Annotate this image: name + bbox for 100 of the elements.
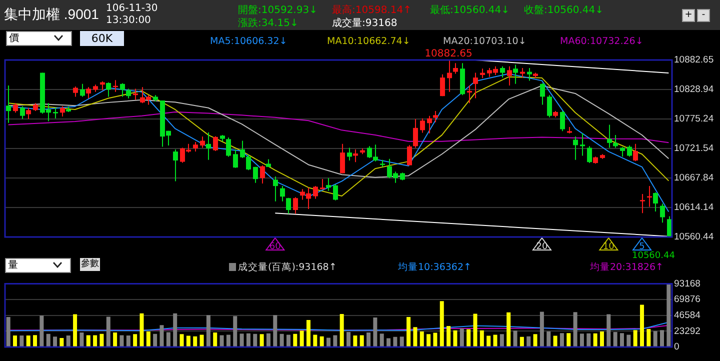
bar <box>580 334 584 346</box>
bar <box>200 334 204 346</box>
y-tick-label: 69876 <box>674 294 700 306</box>
bar <box>166 332 170 346</box>
bar <box>613 332 618 346</box>
bar <box>386 338 391 346</box>
text: 均量10:36362↑ <box>398 261 472 274</box>
bar <box>520 336 524 346</box>
candlestick <box>200 136 205 148</box>
text: 成交量:93168 <box>332 16 398 30</box>
candlestick <box>26 107 31 120</box>
bar <box>186 336 190 346</box>
legend-label: 成交量(百萬):93168↑ <box>238 261 337 274</box>
candlestick <box>226 137 231 158</box>
candlestick <box>440 74 445 97</box>
candlestick <box>120 82 125 98</box>
bar <box>266 333 270 346</box>
bar <box>533 334 538 346</box>
bar <box>106 316 110 346</box>
candlestick <box>580 132 585 156</box>
bar <box>573 312 578 346</box>
bar <box>640 304 644 346</box>
bar <box>346 332 351 346</box>
chart-subtitle: 106-11-30 13:30:00 <box>106 3 159 27</box>
bar <box>633 330 638 346</box>
bar <box>493 334 498 346</box>
bar <box>333 335 338 346</box>
bar <box>80 332 84 346</box>
bar <box>306 320 310 346</box>
y-tick-label: 10667.84 <box>674 172 714 184</box>
bar <box>620 333 624 346</box>
bar <box>160 325 164 346</box>
y-tick-label: 10882.65 <box>674 54 714 66</box>
candlestick <box>80 83 85 98</box>
bar <box>586 333 591 346</box>
bar <box>366 332 371 346</box>
candlestick <box>413 118 418 148</box>
candlestick <box>193 141 198 152</box>
text: MA10:10662.74↓ <box>327 36 410 47</box>
bar <box>446 326 451 346</box>
bar <box>480 330 484 346</box>
bar <box>560 333 564 346</box>
bar <box>433 332 438 346</box>
bar <box>460 328 464 346</box>
candlestick <box>106 82 111 98</box>
bar <box>473 314 478 346</box>
bar <box>413 327 418 346</box>
bar <box>546 331 551 346</box>
bar <box>626 334 631 346</box>
candlestick <box>53 107 58 119</box>
y-tick-label: 93168 <box>674 278 700 290</box>
bar <box>173 313 178 346</box>
bar <box>46 334 50 346</box>
candlestick <box>620 146 625 158</box>
candlestick <box>547 94 552 118</box>
text: 60K <box>80 31 124 46</box>
candlestick <box>527 67 532 82</box>
candlestick <box>60 106 65 117</box>
candlestick <box>213 136 218 152</box>
bar <box>353 336 358 346</box>
bar <box>253 334 258 346</box>
text: 價 <box>6 31 72 46</box>
text: 收盤:10560.44↓ <box>524 4 604 17</box>
bar <box>6 316 10 346</box>
bar <box>153 334 158 346</box>
bar <box>453 330 458 346</box>
bar <box>213 332 218 346</box>
text: MA60:10732.26↓ <box>560 36 644 47</box>
candlestick <box>86 86 91 99</box>
bar <box>380 334 384 346</box>
bar <box>120 335 124 346</box>
bar <box>86 335 90 346</box>
bar <box>646 328 651 346</box>
bar <box>240 334 244 346</box>
text: 量 <box>5 258 71 273</box>
candlestick <box>286 197 291 214</box>
bar <box>133 334 138 346</box>
y-tick-label: 46584 <box>674 310 700 321</box>
candlestick <box>206 132 211 160</box>
bar <box>40 316 44 346</box>
bar <box>26 336 30 346</box>
bar <box>466 329 471 346</box>
bar <box>20 336 24 346</box>
bar <box>566 333 571 346</box>
text: 參數 <box>80 258 100 271</box>
candlestick <box>640 193 645 214</box>
bar <box>513 330 518 346</box>
bar <box>53 336 58 346</box>
bar <box>286 334 290 346</box>
candlestick <box>587 146 592 164</box>
annotation: 10882.65 <box>424 48 472 60</box>
bar <box>526 336 531 346</box>
bar <box>180 334 184 346</box>
bar <box>273 315 278 346</box>
bar <box>553 336 558 346</box>
candlestick <box>326 178 331 192</box>
candlestick <box>507 66 512 86</box>
candlestick <box>540 82 545 106</box>
candlestick <box>260 164 265 184</box>
bar <box>540 312 544 346</box>
